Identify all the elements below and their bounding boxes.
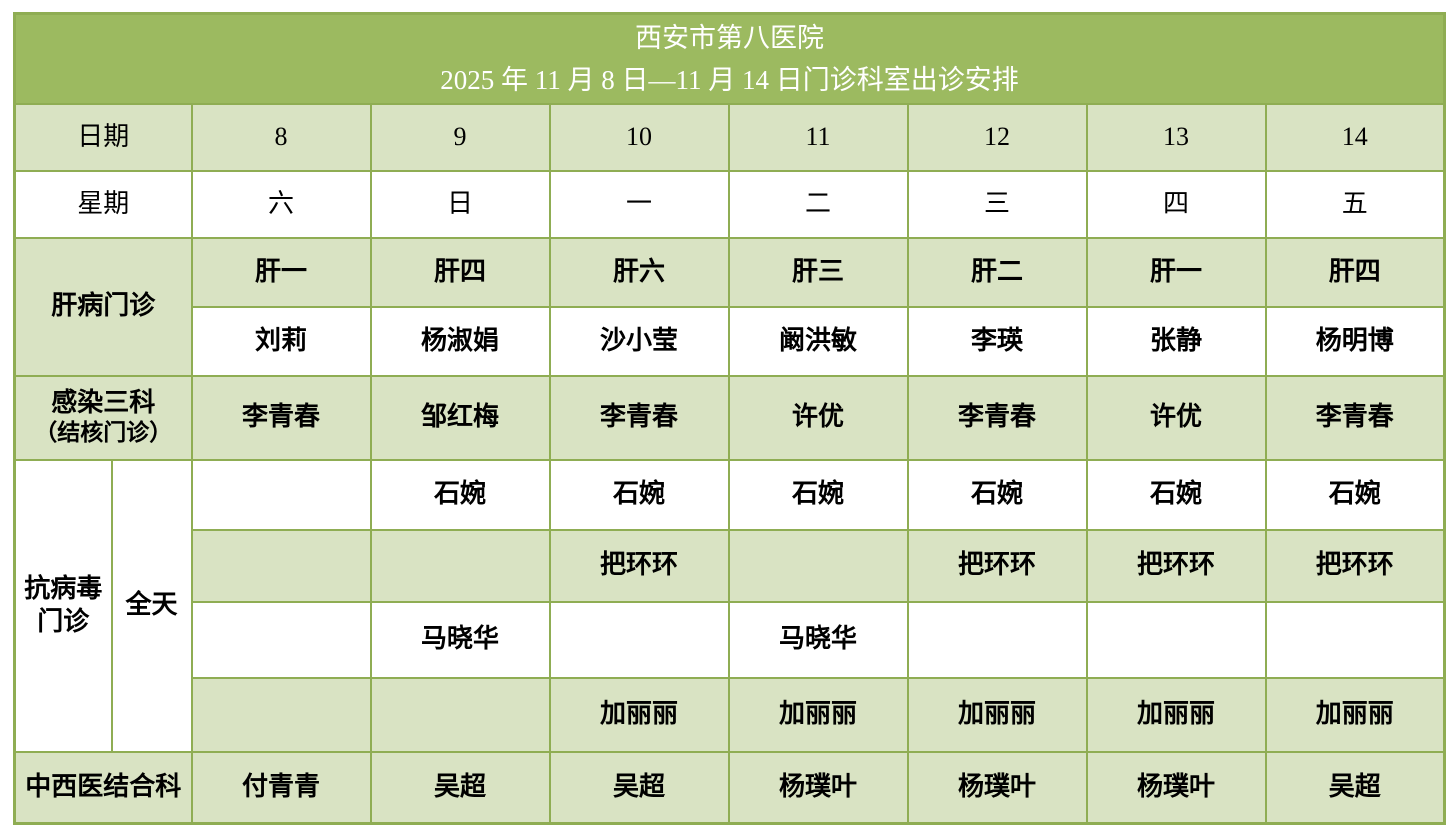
doctor-cell: 李青春: [906, 374, 1088, 461]
date-cell: 10: [548, 102, 730, 172]
doctor-cell: [369, 528, 551, 603]
doctor-cell: 石婉: [1085, 458, 1267, 531]
doctor-cell: [906, 600, 1088, 679]
weekday-cell: 日: [369, 169, 551, 239]
doctor-cell: 石婉: [548, 458, 730, 531]
section-label-antiviral-clinic: 抗病毒 门诊: [13, 458, 113, 753]
doctor-cell: 杨璞叶: [906, 750, 1088, 825]
schedule-table: 西安市第八医院 2025 年 11 月 8 日—11 月 14 日门诊科室出诊安…: [13, 12, 1447, 825]
time-label-all-day: 全天: [110, 458, 193, 753]
doctor-cell: 刘莉: [190, 305, 372, 377]
doctor-cell: 阚洪敏: [727, 305, 909, 377]
doctor-cell: 石婉: [1264, 458, 1446, 531]
doctor-cell: [190, 600, 372, 679]
doctor-cell: 加丽丽: [727, 676, 909, 753]
weekday-cell: 一: [548, 169, 730, 239]
antiviral-row-4: 加丽丽 加丽丽 加丽丽 加丽丽 加丽丽: [14, 676, 1446, 753]
doctor-cell: 马晓华: [369, 600, 551, 679]
doctor-cell: 马晓华: [727, 600, 909, 679]
doctor-cell: 李瑛: [906, 305, 1088, 377]
doctor-cell: [548, 600, 730, 679]
doctor-cell: 许优: [727, 374, 909, 461]
week-row-label: 星期: [13, 169, 193, 239]
doctor-cell: 吴超: [369, 750, 551, 825]
title-row: 西安市第八医院 2025 年 11 月 8 日—11 月 14 日门诊科室出诊安…: [13, 12, 1446, 105]
doctor-cell: 杨淑娟: [369, 305, 551, 377]
date-cell: 9: [369, 102, 551, 172]
doctor-cell: 沙小莹: [548, 305, 730, 377]
clinic-cell: 肝一: [1085, 236, 1267, 308]
weekday-cell: 六: [190, 169, 372, 239]
doctor-cell: [1085, 600, 1267, 679]
weekday-row: 星期 六 日 一 二 三 四 五: [13, 169, 1446, 239]
doctor-cell: 石婉: [906, 458, 1088, 531]
section-label-liver-clinic: 肝病门诊: [13, 236, 193, 377]
doctor-cell: 吴超: [548, 750, 730, 825]
doctor-cell: 加丽丽: [906, 676, 1088, 753]
doctor-cell: [190, 676, 372, 753]
doctor-cell: 付青青: [190, 750, 372, 825]
doctor-cell: [190, 458, 372, 531]
antiviral-row-1: 抗病毒 门诊 全天 石婉 石婉 石婉 石婉 石婉 石婉: [13, 458, 1446, 753]
doctor-cell: 加丽丽: [1264, 676, 1446, 753]
clinic-cell: 肝四: [1264, 236, 1446, 308]
doctor-cell: 李青春: [1264, 374, 1446, 461]
doctor-cell: 杨璞叶: [1085, 750, 1267, 825]
date-row-label: 日期: [13, 102, 193, 172]
doctor-cell: [190, 528, 372, 603]
date-cell: 14: [1264, 102, 1446, 172]
weekday-cell: 四: [1085, 169, 1267, 239]
section-label-line: 抗病毒: [24, 574, 103, 603]
section-label-line: 门诊: [37, 606, 90, 636]
date-cell: 11: [727, 102, 909, 172]
schedule-date-range: 2025 年 11 月 8 日—11 月 14 日门诊科室出诊安排: [440, 64, 1019, 95]
clinic-cell: 肝六: [548, 236, 730, 308]
doctor-cell: 加丽丽: [1085, 676, 1267, 753]
doctor-cell: 把环环: [906, 528, 1088, 603]
table-title: 西安市第八医院 2025 年 11 月 8 日—11 月 14 日门诊科室出诊安…: [13, 12, 1446, 105]
doctor-cell: 把环环: [1264, 528, 1446, 603]
doctor-cell: 石婉: [727, 458, 909, 531]
doctor-cell: [369, 676, 551, 753]
tcm-dept-row: 中西医结合科 付青青 吴超 吴超 杨璞叶 杨璞叶 杨璞叶 吴超: [13, 750, 1446, 825]
antiviral-row-3: 马晓华 马晓华: [14, 600, 1446, 679]
doctor-cell: 石婉: [369, 458, 551, 531]
doctor-cell: 许优: [1085, 374, 1267, 461]
date-cell: 12: [906, 102, 1088, 172]
section-label-line: 感染三科: [51, 387, 156, 417]
doctor-cell: 吴超: [1264, 750, 1446, 825]
section-label-line: （结核门诊）: [34, 420, 173, 446]
clinic-cell: 肝一: [190, 236, 372, 308]
doctor-cell: 把环环: [1085, 528, 1267, 603]
section-label-infection-dept: 感染三科 （结核门诊）: [13, 374, 193, 461]
doctor-cell: 邹红梅: [369, 374, 551, 461]
doctor-cell: 把环环: [548, 528, 730, 603]
hospital-name: 西安市第八医院: [635, 22, 824, 53]
weekday-cell: 三: [906, 169, 1088, 239]
doctor-cell: 李青春: [190, 374, 372, 461]
doctor-cell: 杨璞叶: [727, 750, 909, 825]
section-label-tcm-dept: 中西医结合科: [13, 750, 193, 825]
weekday-cell: 五: [1264, 169, 1446, 239]
doctor-cell: [1264, 600, 1446, 679]
antiviral-row-2: 把环环 把环环 把环环 把环环: [14, 528, 1446, 603]
doctor-cell: 李青春: [548, 374, 730, 461]
doctor-cell: [727, 528, 909, 603]
clinic-cell: 肝二: [906, 236, 1088, 308]
clinic-cell: 肝四: [369, 236, 551, 308]
liver-clinic-row: 肝病门诊 肝一 肝四 肝六 肝三 肝二 肝一 肝四: [13, 236, 1446, 377]
date-cell: 13: [1085, 102, 1267, 172]
doctor-cell: 加丽丽: [548, 676, 730, 753]
date-cell: 8: [190, 102, 372, 172]
liver-doctor-row: 刘莉 杨淑娟 沙小莹 阚洪敏 李瑛 张静 杨明博: [14, 305, 1446, 377]
doctor-cell: 张静: [1085, 305, 1267, 377]
weekday-cell: 二: [727, 169, 909, 239]
clinic-cell: 肝三: [727, 236, 909, 308]
date-row: 日期 8 9 10 11 12 13 14: [13, 102, 1446, 172]
infection-dept-row: 感染三科 （结核门诊） 李青春 邹红梅 李青春 许优 李青春 许优 李青春: [13, 374, 1446, 461]
doctor-cell: 杨明博: [1264, 305, 1446, 377]
